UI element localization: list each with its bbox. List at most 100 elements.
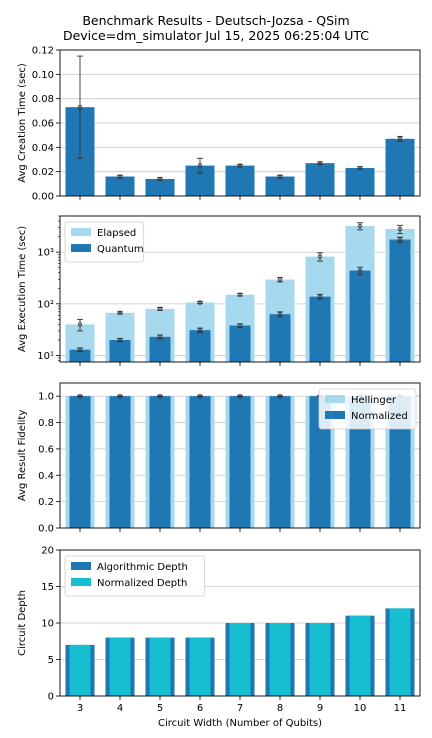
- x-tick-label: 7: [237, 703, 243, 714]
- x-tick-label: 9: [317, 703, 323, 714]
- y-axis-label: Avg Creation Time (sec): [17, 63, 28, 183]
- x-tick-label: 11: [394, 703, 407, 714]
- y-tick-label: 10¹: [37, 351, 54, 362]
- error-marker: [197, 300, 203, 305]
- bar: [229, 396, 251, 528]
- error-marker: [197, 393, 203, 399]
- y-tick-label: 15: [41, 582, 54, 593]
- error-marker: [317, 254, 323, 259]
- legend-box: [64, 555, 206, 597]
- error-marker: [157, 176, 163, 182]
- error-marker: [277, 174, 283, 179]
- bar: [349, 270, 371, 362]
- error-marker: [277, 312, 283, 317]
- y-tick-label: 5: [48, 655, 54, 666]
- y-tick-label: 0.10: [32, 70, 54, 81]
- bar: [149, 637, 171, 696]
- creation-time-panel: 0.00 0.02 0.04 0.06 0.08 0.10 0.12 Avg Creation…: [17, 46, 421, 203]
- legend-swatch: [71, 562, 91, 570]
- legend-swatch: [325, 411, 345, 419]
- error-marker: [117, 310, 123, 316]
- bar: [269, 396, 291, 528]
- legend-swatch: [71, 578, 91, 586]
- bar: [305, 163, 335, 196]
- x-axis-label: Circuit Width (Number of Qubits): [158, 718, 322, 729]
- bar: [109, 396, 131, 528]
- legend-label: Normalized: [351, 411, 408, 422]
- y-tick-label: 1.0: [38, 392, 54, 403]
- bar: [69, 349, 91, 362]
- error-marker: [397, 136, 403, 142]
- bar: [189, 330, 211, 362]
- legend-label: Hellinger: [351, 395, 397, 406]
- y-tick-label: 0.4: [38, 471, 54, 482]
- y-tick-label: 0.06: [32, 119, 54, 130]
- error-marker: [317, 160, 323, 166]
- bar: [149, 396, 171, 528]
- execution-time-panel: 10¹ 10² 10³ Avg Execution Time (sec) Elapsed…: [17, 215, 421, 366]
- legend-label: Normalized Depth: [97, 578, 187, 589]
- legend-swatch: [71, 228, 91, 236]
- bar: [389, 239, 411, 362]
- y-tick-label: 0.04: [32, 143, 54, 154]
- bar: [229, 623, 251, 696]
- legend-label: Algorithmic Depth: [97, 562, 188, 573]
- error-marker: [397, 237, 403, 242]
- y-axis-label: Avg Execution Time (sec): [17, 226, 28, 352]
- error-marker: [117, 174, 123, 179]
- error-marker: [77, 393, 83, 399]
- bar: [385, 138, 415, 196]
- y-tick-label: 0.12: [32, 46, 54, 57]
- error-marker: [237, 163, 243, 168]
- error-marker: [357, 165, 363, 171]
- x-tick-label: 4: [117, 703, 123, 714]
- bar: [189, 637, 211, 696]
- y-tick-label: 20: [41, 546, 54, 557]
- error-marker: [117, 337, 123, 343]
- error-marker: [197, 163, 203, 168]
- error-marker: [237, 393, 243, 399]
- bar: [145, 178, 175, 196]
- x-tick-label: 8: [277, 703, 283, 714]
- y-tick-label: 0.08: [32, 94, 54, 105]
- bar: [149, 336, 171, 362]
- bar: [109, 339, 131, 362]
- y-tick-label: 0.8: [38, 418, 54, 429]
- error-marker: [397, 226, 403, 232]
- error-marker: [117, 393, 123, 399]
- figure-title-line1: Benchmark Results - Deutsch-Jozsa - QSim: [82, 13, 349, 28]
- y-tick-label: 0.00: [32, 192, 54, 203]
- legend-label: Quantum: [97, 244, 144, 255]
- bar: [189, 396, 211, 528]
- bar: [309, 623, 331, 696]
- bar: [349, 615, 371, 696]
- error-marker: [357, 223, 363, 229]
- y-axis-label: Circuit Depth: [17, 590, 28, 656]
- bar: [345, 168, 375, 196]
- y-tick-label: 0.0: [38, 524, 54, 535]
- error-marker: [157, 393, 163, 399]
- bar: [309, 296, 331, 362]
- y-tick-label: 10³: [37, 248, 54, 259]
- error-marker: [317, 294, 323, 299]
- bar: [229, 325, 251, 362]
- legend-label: Elapsed: [97, 228, 136, 239]
- y-tick-label: 0.6: [38, 444, 54, 455]
- error-marker: [197, 327, 203, 333]
- y-tick-label: 10: [41, 619, 54, 630]
- figure-title-line2: Device=dm_simulator Jul 15, 2025 06:25:0…: [63, 28, 369, 43]
- bar: [69, 644, 91, 696]
- legend-swatch: [325, 395, 345, 403]
- error-marker: [77, 347, 83, 352]
- bar: [225, 165, 255, 196]
- error-marker: [237, 323, 243, 328]
- y-tick-label: 0: [48, 692, 54, 703]
- x-tick-label: 10: [354, 703, 367, 714]
- result-fidelity-panel: 0.0 0.2 0.4 0.6 0.8 1.0 Avg Result Fidelity Hel…: [17, 382, 421, 535]
- error-marker: [157, 306, 163, 312]
- error-marker: [277, 277, 283, 282]
- error-marker: [77, 104, 83, 110]
- y-tick-label: 10²: [37, 299, 54, 310]
- x-tick-label: 5: [157, 703, 163, 714]
- bar: [109, 637, 131, 696]
